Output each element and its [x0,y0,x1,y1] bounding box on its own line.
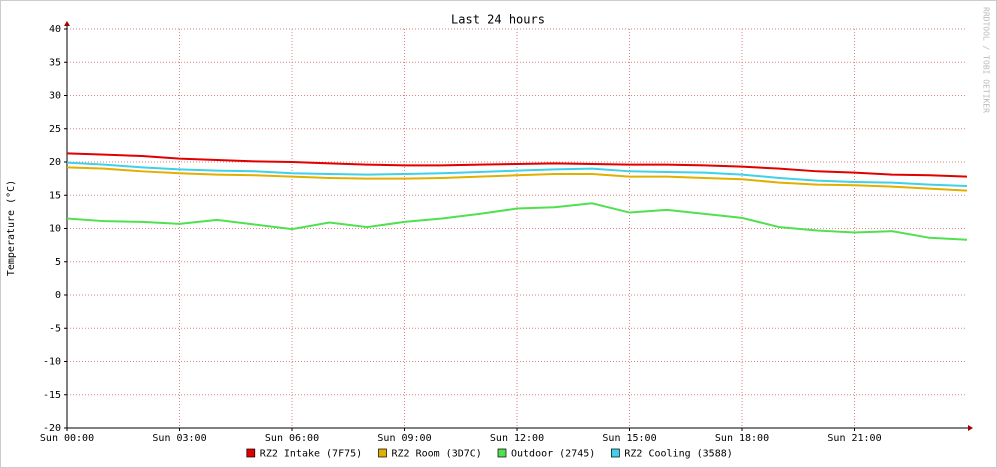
y-tick-label: -5 [49,323,61,334]
x-tick-label: Sun 03:00 [152,433,206,444]
legend-label: RZ2 Room (3D7C) [392,449,482,460]
y-arrow [64,21,70,26]
x-tick-label: Sun 21:00 [827,433,881,444]
y-tick-label: 30 [49,91,61,102]
x-tick-label: Sun 09:00 [377,433,431,444]
x-tick-label: Sun 18:00 [715,433,769,444]
y-tick-label: 25 [49,124,61,135]
legend-swatch [611,448,620,458]
y-tick-label: -15 [43,390,61,401]
legend-swatch [246,448,256,458]
x-arrow [968,425,973,431]
y-tick-label: -20 [43,423,61,434]
y-tick-label: 35 [49,57,61,68]
y-tick-label: 40 [49,24,61,35]
y-tick-label: 20 [49,157,61,168]
x-tick-label: Sun 15:00 [602,433,656,444]
legend-label: RZ2 Cooling (3588) [624,449,732,460]
x-tick-label: Sun 12:00 [490,433,544,444]
y-tick-label: 10 [49,224,61,235]
watermark: RRDTOOL / TOBI OETIKER [982,7,991,113]
legend-swatch [378,448,387,458]
y-tick-label: 15 [49,190,61,201]
chart-title: Last 24 hours [451,13,545,27]
y-tick-label: 0 [55,290,61,301]
legend-label: RZ2 Intake (7F75) [260,449,362,460]
y-tick-label: -10 [43,357,61,368]
series-line [66,161,968,187]
y-axis-label: Temperature (°C) [6,180,17,276]
x-tick-label: Sun 00:00 [40,433,94,444]
legend-label: Outdoor (2745) [511,449,595,460]
series-line [66,152,968,178]
x-tick-label: Sun 06:00 [265,433,319,444]
series-line [66,166,968,192]
y-tick-label: 5 [55,257,61,268]
legend-swatch [497,448,507,458]
series-line [66,202,968,241]
